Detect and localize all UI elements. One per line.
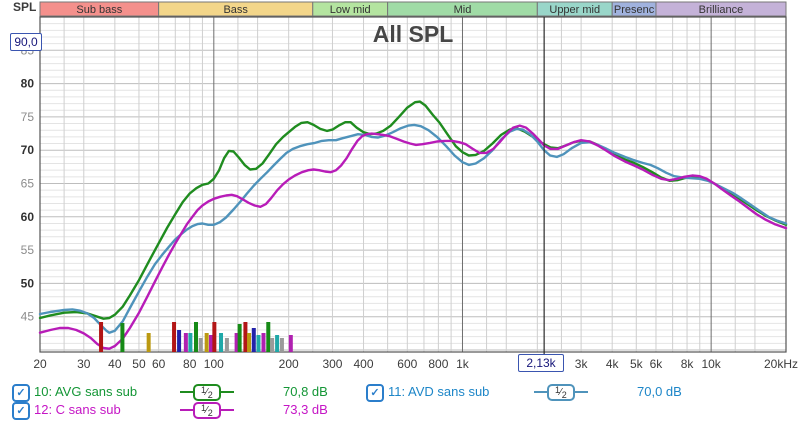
visibility-checkbox[interactable]: ✓ — [366, 384, 384, 402]
x-tick-label: 50 — [132, 357, 146, 371]
x-tick-label: 6k — [650, 357, 664, 371]
y-max-input[interactable]: 90,0 — [10, 33, 42, 51]
smoothing-badge[interactable]: 1 ⁄ 2 — [180, 401, 234, 419]
curve-line-icon — [220, 391, 234, 393]
legend-item-avg-sans-sub: ✓ 10: AVG sans sub 1 ⁄ 2 70,8 dB — [10, 383, 360, 402]
x-tick-label: 300 — [322, 357, 342, 371]
plot-border — [39, 16, 787, 353]
smoothing-badge[interactable]: 1 ⁄ 2 — [180, 383, 234, 401]
x-tick-label: 4k — [606, 357, 620, 371]
band-label: Mid — [454, 4, 472, 16]
mode-bar — [266, 322, 271, 352]
mode-bar — [261, 333, 266, 352]
mode-bar — [204, 333, 209, 352]
measurement-label[interactable]: 12: C sans sub — [34, 402, 121, 417]
x-tick-label: 20kHz — [764, 357, 798, 371]
mode-bar — [188, 333, 193, 352]
mode-bar — [237, 324, 242, 352]
y-tick-label: 60 — [21, 210, 35, 224]
x-tick-label: 40 — [108, 357, 122, 371]
x-tick-label: 800 — [428, 357, 448, 371]
band-label: Sub bass — [76, 4, 122, 16]
measurement-label[interactable]: 10: AVG sans sub — [34, 384, 138, 399]
y-tick-label: 75 — [21, 110, 35, 124]
band-label: Upper mid — [549, 4, 600, 16]
x-tick-label: 5k — [630, 357, 644, 371]
curve-avd-sans-sub — [38, 123, 788, 334]
mode-bar — [219, 333, 224, 352]
band-brilliance — [655, 1, 787, 17]
legend-item-c-sans-sub: ✓ 12: C sans sub 1 ⁄ 2 73,3 dB — [10, 401, 360, 420]
x-tick-label: 60 — [152, 357, 166, 371]
visibility-checkbox[interactable]: ✓ — [12, 402, 30, 420]
band-label: Bass — [223, 4, 248, 16]
mode-bar — [270, 338, 275, 352]
x-tick-label: 3k — [575, 357, 589, 371]
y-tick-label: 55 — [21, 243, 35, 257]
measurement-legend: ✓ 10: AVG sans sub 1 ⁄ 2 70,8 dB ✓ 11: AVD… — [0, 377, 800, 425]
y-tick-label: 70 — [21, 143, 35, 157]
curve-line-icon — [220, 409, 234, 411]
mode-bar — [234, 333, 239, 352]
y-tick-label: 50 — [21, 276, 35, 290]
y-tick-label: 80 — [21, 77, 35, 91]
mode-bar — [212, 322, 217, 352]
x-tick-label: 80 — [183, 357, 197, 371]
check-icon: ✓ — [16, 386, 26, 399]
mode-bar — [275, 335, 280, 352]
y-tick-label: 65 — [21, 177, 35, 191]
x-tick-label: 1k — [456, 357, 470, 371]
mode-bar — [194, 322, 199, 352]
band-label: Brilliance — [699, 4, 744, 16]
visibility-checkbox[interactable]: ✓ — [12, 384, 30, 402]
mode-bar — [208, 335, 213, 352]
mode-bar — [198, 338, 203, 352]
smoothing-badge[interactable]: 1 ⁄ 2 — [534, 383, 588, 401]
mode-bar — [251, 328, 256, 352]
x-tick-label: 100 — [204, 357, 224, 371]
curve-line-icon — [574, 391, 588, 393]
x-tick-label: 600 — [397, 357, 417, 371]
check-icon: ✓ — [370, 386, 380, 399]
mode-bar — [256, 335, 261, 352]
mode-bar — [288, 335, 293, 352]
cursor-value: 70,0 dB — [637, 384, 682, 399]
legend-item-avd-sans-sub: ✓ 11: AVD sans sub 1 ⁄ 2 70,0 dB — [364, 383, 714, 402]
curve-line-icon — [180, 391, 193, 393]
mode-bar — [279, 338, 284, 352]
x-tick-label: 8k — [681, 357, 695, 371]
mode-bar — [172, 322, 177, 352]
spl-chart[interactable]: Sub bass Bass Low mid Mid Upper mid Presenc Br… — [0, 0, 800, 377]
band-label: Presenc — [614, 4, 655, 16]
cursor-frequency-box[interactable]: 2,13k — [518, 354, 564, 372]
x-tick-label: 10k — [701, 357, 721, 371]
mode-bar — [146, 333, 151, 352]
curve-line-icon — [534, 391, 547, 393]
mode-bar — [177, 330, 182, 352]
cursor-value: 73,3 dB — [283, 402, 328, 417]
cursor-value: 70,8 dB — [283, 384, 328, 399]
spl-graph-panel: Sub bass Bass Low mid Mid Upper mid Presenc Br… — [0, 0, 800, 377]
mode-bar — [224, 338, 229, 352]
mode-bar — [120, 323, 125, 352]
y-tick-label: 45 — [21, 310, 35, 324]
chart-title: All SPL — [372, 21, 454, 47]
x-tick-label: 30 — [77, 357, 91, 371]
mode-bar — [183, 333, 188, 352]
y-axis-title: SPL — [13, 0, 37, 14]
curve-avg-sans-sub — [38, 100, 788, 320]
band-label: Low mid — [330, 4, 371, 16]
x-tick-label: 20 — [33, 357, 47, 371]
mode-bar — [247, 333, 252, 352]
mode-bar — [99, 322, 104, 352]
curve-line-icon — [180, 409, 193, 411]
mode-bar — [243, 322, 248, 352]
check-icon: ✓ — [16, 404, 26, 417]
x-tick-label: 200 — [279, 357, 299, 371]
x-tick-label: 400 — [354, 357, 374, 371]
measurement-label[interactable]: 11: AVD sans sub — [388, 384, 490, 399]
curve-c-sans-sub — [38, 124, 788, 350]
